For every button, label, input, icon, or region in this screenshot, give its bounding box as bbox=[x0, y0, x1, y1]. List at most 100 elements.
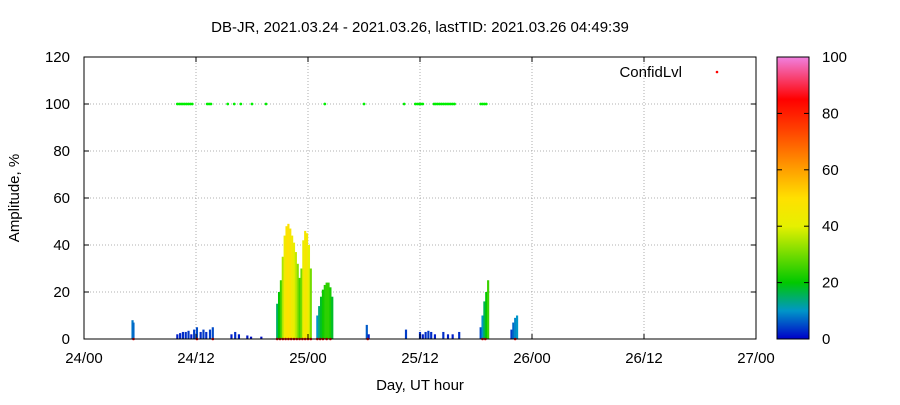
amplitude-bars bbox=[131, 223, 519, 339]
amplitude-bar bbox=[514, 317, 517, 339]
amplitude-bar bbox=[176, 334, 179, 339]
confidence-point bbox=[239, 102, 243, 106]
amplitude-bar bbox=[510, 329, 513, 339]
amplitude-bar bbox=[325, 282, 328, 339]
amplitude-bar bbox=[193, 329, 196, 339]
y-tick-label: 40 bbox=[53, 237, 70, 254]
amplitude-bar bbox=[237, 334, 241, 339]
amplitude-bar bbox=[234, 331, 237, 339]
amplitude-bar bbox=[433, 334, 437, 339]
y-tick-label: 0 bbox=[62, 331, 70, 348]
amplitude-bar bbox=[304, 230, 307, 339]
amplitude-bar bbox=[296, 263, 299, 339]
confidence-point bbox=[362, 102, 366, 106]
amplitude-bar bbox=[181, 331, 185, 339]
amplitude-bar bbox=[205, 331, 208, 339]
y-axis-ticks: 0 20 40 60 80 100 120 bbox=[45, 49, 756, 348]
grid-lines bbox=[84, 57, 756, 339]
amplitude-bar bbox=[512, 322, 515, 339]
amplitude-bar bbox=[190, 334, 193, 339]
confidence-point bbox=[209, 102, 213, 106]
amplitude-bar bbox=[202, 329, 205, 339]
x-tick-label: 24/00 bbox=[65, 350, 103, 367]
amplitude-bar bbox=[281, 256, 284, 339]
colorbar-tick-label: 100 bbox=[822, 49, 847, 66]
amplitude-bar bbox=[479, 327, 482, 339]
amplitude-bar bbox=[249, 336, 253, 339]
colorbar-tick-label: 60 bbox=[822, 162, 839, 179]
amplitude-bar bbox=[302, 240, 305, 339]
colorbar-tick-label: 80 bbox=[822, 105, 839, 122]
amplitude-bar bbox=[179, 333, 182, 339]
confidence-point bbox=[323, 102, 327, 106]
amplitude-bar bbox=[427, 330, 430, 339]
amplitude-bar bbox=[230, 334, 233, 339]
confidence-point bbox=[421, 102, 425, 106]
x-tick-label: 25/12 bbox=[401, 350, 439, 367]
chart-title: DB-JR, 2021.03.24 - 2021.03.26, lastTID:… bbox=[211, 19, 629, 36]
amplitude-bar bbox=[421, 334, 424, 339]
confidence-point bbox=[226, 102, 230, 106]
y-tick-label: 20 bbox=[53, 284, 70, 301]
amplitude-bar bbox=[327, 282, 330, 339]
amplitude-bar bbox=[319, 296, 323, 339]
amplitude-bar bbox=[483, 301, 486, 339]
amplitude-bar bbox=[294, 252, 297, 339]
amplitude-bar bbox=[277, 292, 281, 339]
colorbar-tick-label: 0 bbox=[822, 331, 830, 348]
colorbar bbox=[776, 56, 810, 340]
confidence-point bbox=[250, 102, 254, 106]
amplitude-bar bbox=[132, 322, 135, 339]
amplitude-bar bbox=[276, 303, 279, 339]
y-tick-label: 60 bbox=[53, 190, 70, 207]
amplitude-bar bbox=[430, 331, 433, 339]
confidence-point bbox=[264, 102, 268, 106]
amplitude-bar bbox=[458, 331, 461, 339]
amplitude-bar bbox=[446, 334, 450, 339]
amplitude-bar bbox=[246, 335, 249, 339]
amplitude-bar bbox=[442, 331, 445, 339]
amplitude-bar bbox=[321, 289, 325, 339]
amplitude-bar bbox=[316, 315, 319, 339]
confidence-points bbox=[175, 102, 488, 106]
amplitude-bar bbox=[451, 334, 454, 339]
amplitude-bar bbox=[515, 315, 519, 339]
legend-label: ConfidLvl bbox=[619, 64, 682, 81]
amplitude-bar bbox=[292, 242, 296, 339]
confidence-point bbox=[453, 102, 456, 106]
amplitude-bar bbox=[323, 284, 326, 339]
amplitude-bar bbox=[329, 287, 332, 339]
amplitude-bar bbox=[307, 245, 311, 339]
amplitude-bar bbox=[305, 233, 309, 339]
amplitude-bar bbox=[187, 330, 190, 339]
x-tick-label: 24/12 bbox=[177, 350, 215, 367]
amplitude-bar bbox=[318, 306, 321, 339]
x-tick-label: 25/00 bbox=[289, 350, 327, 367]
x-tick-label: 26/12 bbox=[625, 350, 663, 367]
amplitude-bar bbox=[184, 331, 187, 339]
legend-marker bbox=[715, 70, 719, 74]
amplitude-bar bbox=[367, 334, 370, 339]
amplitude-bar bbox=[195, 327, 199, 339]
y-tick-label: 120 bbox=[45, 49, 70, 66]
amplitude-bar bbox=[260, 336, 263, 339]
amplitude-bar bbox=[424, 331, 427, 339]
amplitude-bar bbox=[291, 235, 294, 339]
amplitude-bar bbox=[309, 268, 312, 339]
x-axis-label: Day, UT hour bbox=[376, 377, 464, 394]
colorbar-ticks: 0 20 40 60 80 100 bbox=[777, 49, 847, 348]
amplitude-bar bbox=[487, 280, 490, 339]
amplitude-bar bbox=[331, 296, 334, 339]
baseline-points bbox=[132, 337, 517, 341]
confidence-point bbox=[402, 102, 406, 106]
y-tick-label: 80 bbox=[53, 143, 70, 160]
y-axis-label: Amplitude, % bbox=[6, 154, 23, 242]
amplitude-bar bbox=[211, 327, 214, 339]
amplitude-bar bbox=[300, 268, 303, 339]
amplitude-bar bbox=[404, 329, 408, 339]
x-tick-label: 26/00 bbox=[513, 350, 551, 367]
amplitude-bar bbox=[285, 226, 288, 339]
amplitude-bar bbox=[365, 324, 368, 339]
colorbar-tick-label: 40 bbox=[822, 218, 839, 235]
